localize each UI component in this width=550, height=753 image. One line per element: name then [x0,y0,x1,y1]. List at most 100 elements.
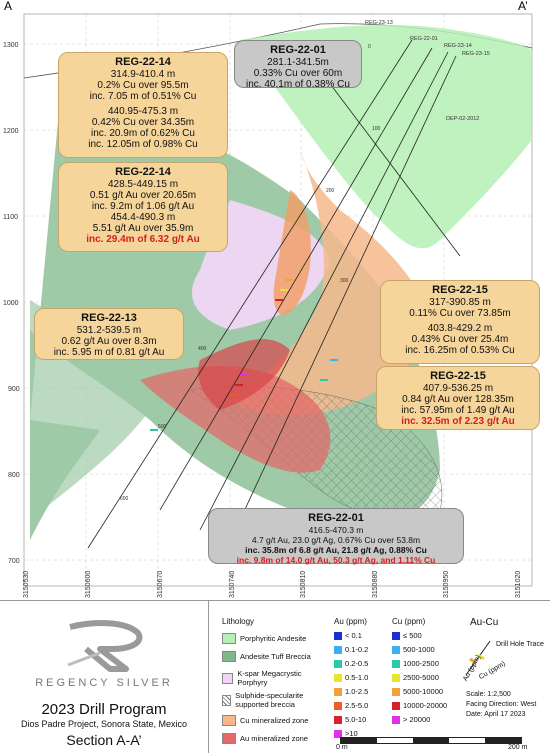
easting-labels: 3150530 3150600 3150670 3150740 3150810 … [23,571,522,598]
au-bin-label: < 0.1 [345,631,362,640]
elevation-labels: 1300 1200 1100 1000 900 800 700 [3,42,20,565]
cu-bin: 1000-2500 [392,659,439,668]
cu-bin-label: 1000-2500 [403,659,439,668]
easting-label: 3151020 [515,571,522,598]
cu-bin: 10000-20000 [392,701,447,710]
swatch [392,673,400,682]
callout-line: inc. 16.25m of 0.53% Cu [405,345,515,356]
callout-line: 5.51 g/t Au over 35.9m [92,223,194,234]
callout-reg-22-15-au: REG-22-15 407.9-536.25 m 0.84 g/t Au ove… [376,366,540,430]
swatch [334,729,342,738]
cu-bin: > 20000 [392,715,430,724]
callout-line: inc. 57.95m of 1.49 g/t Au [401,405,515,416]
au-bins-title: Au (ppm) [334,617,367,626]
au-bin-label: 1.0-2.5 [345,687,369,696]
hole-label: REG-23-13 [365,20,393,26]
easting-label: 3150810 [300,571,307,598]
cu-bin-label: 5000-10000 [403,687,444,696]
elev-label: 1300 [3,42,19,49]
callout-line: 314.9-410.4 m [110,69,176,80]
brand-name: REGENCY SILVER [35,677,173,689]
scale-bar-end: 200 m [508,744,528,751]
scale-label: Scale: 1:2,500 [466,691,511,698]
legend-panel: REGENCY SILVER 2023 Drill Program Dios P… [0,600,550,753]
trace-label: Drill Hole Trace [496,641,544,648]
easting-label: 3150950 [443,571,450,598]
au-bin: >10 [334,729,358,738]
program-title: 2023 Drill Program [41,701,167,718]
hole-label: REG-23-15 [462,51,490,57]
swatch [222,633,236,644]
au-bin: 0.1-0.2 [334,645,368,654]
aucu-title: Au-Cu [470,617,499,628]
au-bin: 1.0-2.5 [334,687,368,696]
easting-label: 3150670 [157,571,164,598]
callout-line: 0.84 g/t Au over 128.35m [402,394,514,405]
depth-labels: 0 100 200 300 400 500 600 [120,44,381,502]
swatch [222,672,234,684]
callout-line: 0.2% Cu over 95.5m [97,80,189,91]
section-title: Section A-A’ [66,732,142,748]
elev-label: 800 [8,472,20,479]
au-bin: < 0.1 [334,631,362,640]
section-right-label: A’ [518,0,528,13]
callout-line: 0.43% Cu over 25.4m [411,334,509,345]
callout-reg-22-13: REG-22-13 531.2-539.5 m 0.62 g/t Au over… [34,308,184,360]
cu-mineralized-core [273,190,311,315]
assay-ticks [150,279,338,431]
cu-bin-label: 10000-20000 [403,701,448,710]
elev-label: 1100 [3,214,18,221]
swatch [334,659,342,668]
easting-label: 3150600 [85,571,92,598]
cu-bin: 5000-10000 [392,687,443,696]
callout-line: 416.5-470.3 m [308,525,364,535]
elev-label: 900 [8,386,20,393]
cu-bin-label: ≤ 500 [403,631,422,640]
section-left-label: A [4,0,12,13]
callout-line: inc. 20.9m of 0.62% Cu [91,128,195,139]
drill-traces [87,39,461,549]
title-block: REGENCY SILVER 2023 Drill Program Dios P… [0,601,209,753]
swatch [334,687,342,696]
hole-label: REG-22-01 [410,36,438,42]
swatch [334,645,342,654]
cu-bins-title: Cu (ppm) [392,617,426,626]
project-name: Dios Padre Project, Sonora State, Mexico [20,719,188,729]
hole-label: DEP-02-2012 [446,116,479,122]
swatch [392,715,400,724]
swatch [222,651,236,662]
easting-label: 3150530 [23,571,30,598]
cu-bin: ≤ 500 [392,631,422,640]
lithology-label: K-spar Megacrystic Porphyry [237,669,302,687]
callout-highlight: inc. 29.4m of 6.32 g/t Au [86,234,200,245]
easting-label: 3150880 [372,571,379,598]
callout-highlight: inc. 32.5m of 2.23 g/t Au [401,416,515,427]
swatch [392,659,400,668]
au-bin-label: 2.5-5.0 [345,701,369,710]
depth-label: 400 [198,346,207,352]
callout-line: 0.42% Cu over 34.35m [91,117,195,128]
scale-bar [340,737,522,744]
callout-line: 0.51 g/t Au over 20.65m [89,190,197,201]
callout-reg-22-01-cu: REG-22-01 281.1-341.5m 0.33% Cu over 60m… [234,40,362,90]
swatch [392,645,400,654]
callout-line: inc. 12.05m of 0.98% Cu [88,139,198,150]
lithology-title: Lithology [222,617,255,626]
callout-line: 428.5-449.15 m [107,179,179,190]
cu-bin: 500-1000 [392,645,435,654]
callout-line: 454.4-490.3 m [110,212,176,223]
cu-bin: 2500-5000 [392,673,439,682]
callout-line: 0.11% Cu over 73.85m [409,308,511,319]
swatch [392,701,400,710]
hole-labels: REG-23-13 REG-22-01 REG-23-14 REG-23-15 … [365,20,490,122]
callout-hole-id: REG-22-13 [81,312,137,324]
callout-hole-id: REG-22-01 [308,512,364,524]
callout-line: 317-390.85 m [429,297,491,308]
callout-line: 403.8-429.2 m [427,323,493,334]
depth-label: 200 [326,188,335,194]
au-bin: 2.5-5.0 [334,701,368,710]
callout-line: 281.1-341.5m [267,57,329,68]
callout-line: inc. 9.2m of 1.06 g/t Au [91,201,195,212]
hole-label: REG-23-14 [444,43,472,49]
callout-line: 4.7 g/t Au, 23.0 g/t Ag, 0.67% Cu over 5… [251,535,421,545]
